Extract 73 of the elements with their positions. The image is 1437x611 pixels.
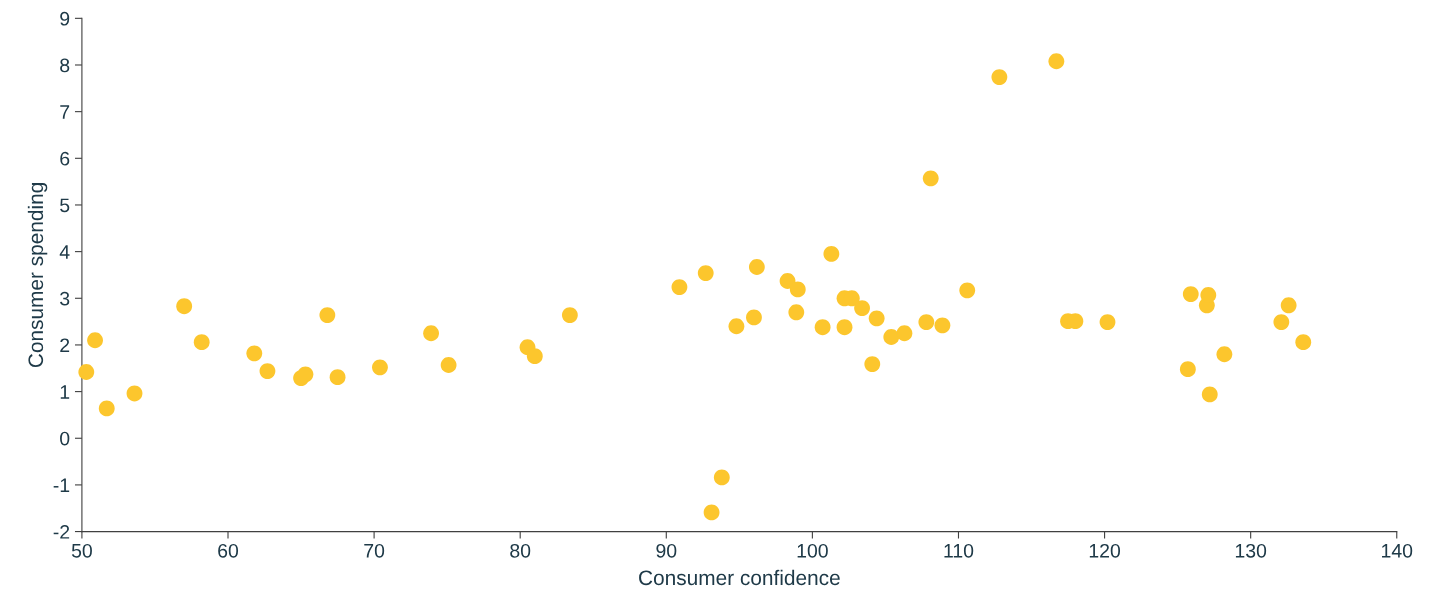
y-tick-label: -1 xyxy=(53,478,70,492)
point xyxy=(697,265,714,281)
x-axis-title: Consumer confidence xyxy=(639,569,840,586)
x-tick-label: 100 xyxy=(797,543,828,558)
point xyxy=(1048,53,1065,70)
point xyxy=(864,356,881,372)
point xyxy=(1216,346,1233,363)
y-tick-label: 1 xyxy=(60,385,70,399)
x-tick-label: 120 xyxy=(1089,543,1121,558)
point xyxy=(789,281,806,298)
x-tick-label: 80 xyxy=(510,543,531,558)
point xyxy=(779,273,796,289)
point xyxy=(814,319,831,336)
point xyxy=(126,385,143,402)
point xyxy=(372,359,388,376)
point xyxy=(87,332,103,349)
point xyxy=(1099,314,1116,330)
point xyxy=(1273,314,1290,330)
point xyxy=(259,363,276,379)
point xyxy=(788,304,805,321)
point xyxy=(868,310,885,327)
y-tick-label: 4 xyxy=(59,245,70,259)
point xyxy=(703,504,720,521)
y-tick-label: 5 xyxy=(60,198,70,213)
point xyxy=(1201,386,1218,403)
point xyxy=(297,366,314,383)
y-tick-label: -2 xyxy=(53,525,70,539)
point xyxy=(922,170,939,187)
point xyxy=(98,400,115,417)
point xyxy=(319,307,336,323)
point xyxy=(836,319,853,336)
point xyxy=(440,357,457,373)
point xyxy=(423,325,439,342)
point xyxy=(746,309,762,326)
point xyxy=(176,298,193,315)
x-tick-label: 130 xyxy=(1235,543,1267,558)
point xyxy=(671,279,688,295)
y-tick-label: 3 xyxy=(60,291,70,306)
point xyxy=(854,300,870,316)
point xyxy=(713,469,730,486)
point xyxy=(991,69,1008,86)
y-tick-label: 8 xyxy=(60,58,70,73)
point xyxy=(78,364,95,380)
y-tick-label: 0 xyxy=(60,431,70,446)
x-tick-label: 90 xyxy=(656,543,677,558)
point xyxy=(1182,286,1199,302)
point xyxy=(934,317,951,334)
x-tick-label: 140 xyxy=(1382,543,1413,558)
point xyxy=(748,259,765,275)
point xyxy=(823,246,840,262)
point xyxy=(728,318,745,335)
y-axis-title: Consumer spending xyxy=(27,183,48,368)
point xyxy=(1179,361,1196,378)
point xyxy=(193,334,210,351)
point xyxy=(1200,287,1217,303)
point xyxy=(896,325,913,342)
point xyxy=(1280,297,1297,314)
x-tick-label: 70 xyxy=(364,543,385,558)
y-tick-label: 6 xyxy=(60,151,70,166)
point xyxy=(561,307,578,323)
y-tick-label: 9 xyxy=(60,11,70,26)
point xyxy=(246,345,263,362)
x-tick-label: 110 xyxy=(944,543,974,558)
point xyxy=(918,314,935,330)
point xyxy=(883,329,900,345)
point xyxy=(959,282,976,299)
x-tick-label: 50 xyxy=(71,543,92,558)
point xyxy=(1295,334,1312,351)
y-tick-label: 2 xyxy=(60,338,70,352)
y-tick-label: 7 xyxy=(60,105,70,119)
point xyxy=(526,348,543,365)
x-tick-label: 60 xyxy=(218,543,239,558)
point xyxy=(329,369,346,386)
